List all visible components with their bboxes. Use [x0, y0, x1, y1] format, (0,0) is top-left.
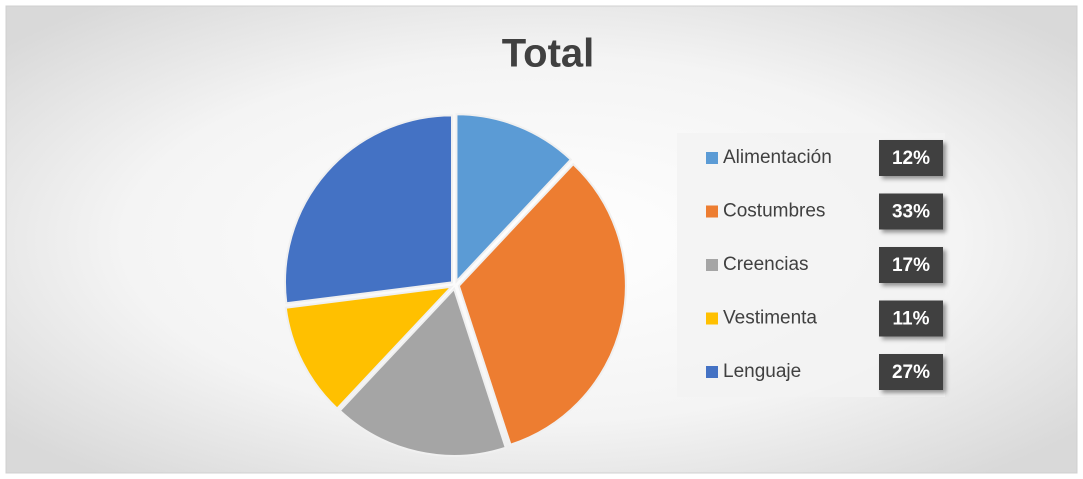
pie-slice: [457, 162, 627, 446]
pie-slice: [338, 286, 507, 457]
legend-swatch: [706, 312, 718, 325]
legend-swatch: [706, 259, 718, 271]
legend-swatch: [706, 205, 718, 218]
data-label: 12%: [892, 148, 930, 169]
data-label: 27%: [892, 362, 930, 383]
chart-title: Total: [502, 32, 595, 76]
legend-label: Alimentación: [723, 147, 832, 168]
data-label-box: [879, 300, 943, 337]
legend-swatch: [706, 366, 718, 378]
data-label-box: [879, 193, 943, 230]
data-label-box: [879, 247, 943, 283]
legend-label: Vestimenta: [723, 308, 817, 329]
legend-label: Creencias: [723, 254, 809, 275]
data-label: 33%: [892, 202, 930, 223]
legend-label: Lenguaje: [723, 361, 801, 382]
legend-label: Costumbres: [723, 201, 825, 222]
legend-swatch: [706, 152, 718, 164]
data-label: 11%: [893, 309, 930, 330]
pie-slice: [455, 113, 573, 284]
data-label: 17%: [892, 255, 930, 276]
data-label-box: [879, 140, 943, 176]
pie-slice: [283, 114, 453, 305]
pie-slice: [284, 285, 455, 410]
data-label-box: [879, 354, 943, 390]
